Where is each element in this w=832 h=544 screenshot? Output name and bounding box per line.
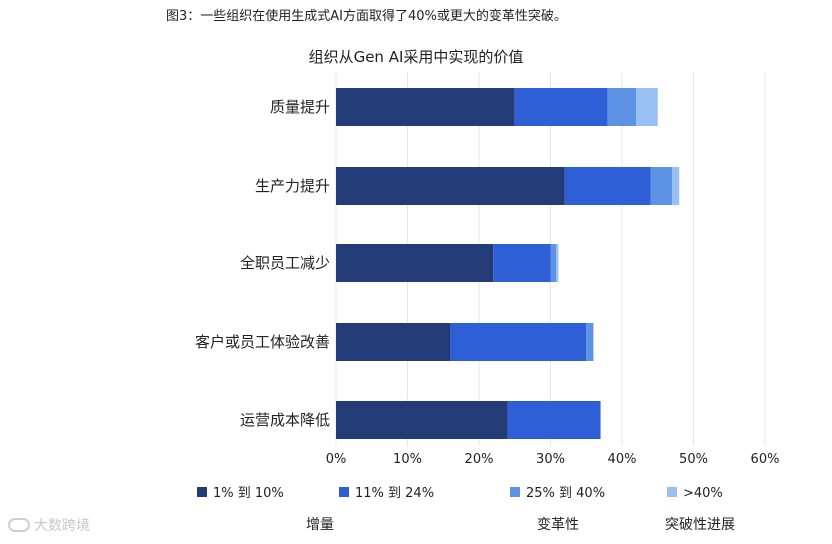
legend-label: >40% <box>683 486 723 501</box>
bottom-label-breakthrough: 突破性进展 <box>665 517 735 533</box>
category-label: 质量提升 <box>270 98 330 116</box>
legend-label: 11% 到 24% <box>355 486 434 501</box>
watermark: 大数跨境 <box>8 515 90 535</box>
gridlines <box>335 72 766 446</box>
bar-segment <box>564 167 651 205</box>
x-tick-label: 40% <box>608 452 637 467</box>
x-tick-label: 30% <box>536 452 565 467</box>
bar-segment <box>650 167 673 205</box>
category-label: 运营成本降低 <box>240 411 330 429</box>
bar-segment <box>493 244 551 282</box>
watermark-logo-icon <box>8 518 30 532</box>
legend-swatch <box>510 487 520 497</box>
bar-segment <box>507 401 601 439</box>
bottom-label-increment: 增量 <box>306 517 334 533</box>
bars <box>336 88 680 439</box>
bar-segment <box>672 167 680 205</box>
bar-segment <box>586 323 594 361</box>
bar-segment <box>336 323 451 361</box>
chart-title: 组织从Gen AI采用中实现的价值 <box>308 48 524 66</box>
category-label: 生产力提升 <box>255 177 330 195</box>
bar-segment <box>636 88 658 126</box>
x-tick-label: 50% <box>679 452 708 467</box>
bar-segment <box>550 244 557 282</box>
bar-segment <box>607 88 637 126</box>
legend-label: 1% 到 10% <box>213 486 284 501</box>
bar-segment <box>450 323 587 361</box>
bar-segment <box>514 88 608 126</box>
category-label: 客户或员工体验改善 <box>195 333 330 351</box>
bar-segment <box>336 244 494 282</box>
x-tick-label: 60% <box>751 452 780 467</box>
bar-segment <box>556 244 559 282</box>
legend-label: 25% 到 40% <box>526 486 605 501</box>
watermark-text: 大数跨境 <box>34 518 90 534</box>
x-tick-label: 20% <box>465 452 494 467</box>
legend: 1% 到 10% 11% 到 24% 25% 到 40% >40% <box>197 486 723 501</box>
bar-segment <box>336 88 515 126</box>
x-tick-labels: 0% 10% 20% 30% 40% 50% 60% <box>326 452 780 467</box>
x-tick-label: 0% <box>326 452 347 467</box>
x-tick-label: 10% <box>393 452 422 467</box>
bar-segment <box>336 401 508 439</box>
category-label: 全职员工减少 <box>240 254 330 272</box>
bar-segment <box>336 167 565 205</box>
legend-swatch <box>667 487 677 497</box>
legend-swatch <box>197 487 207 497</box>
figure-caption: 图3：一些组织在使用生成式AI方面取得了40%或更大的变革性突破。 <box>166 9 567 24</box>
bottom-label-transformative: 变革性 <box>537 517 579 533</box>
legend-swatch <box>339 487 349 497</box>
